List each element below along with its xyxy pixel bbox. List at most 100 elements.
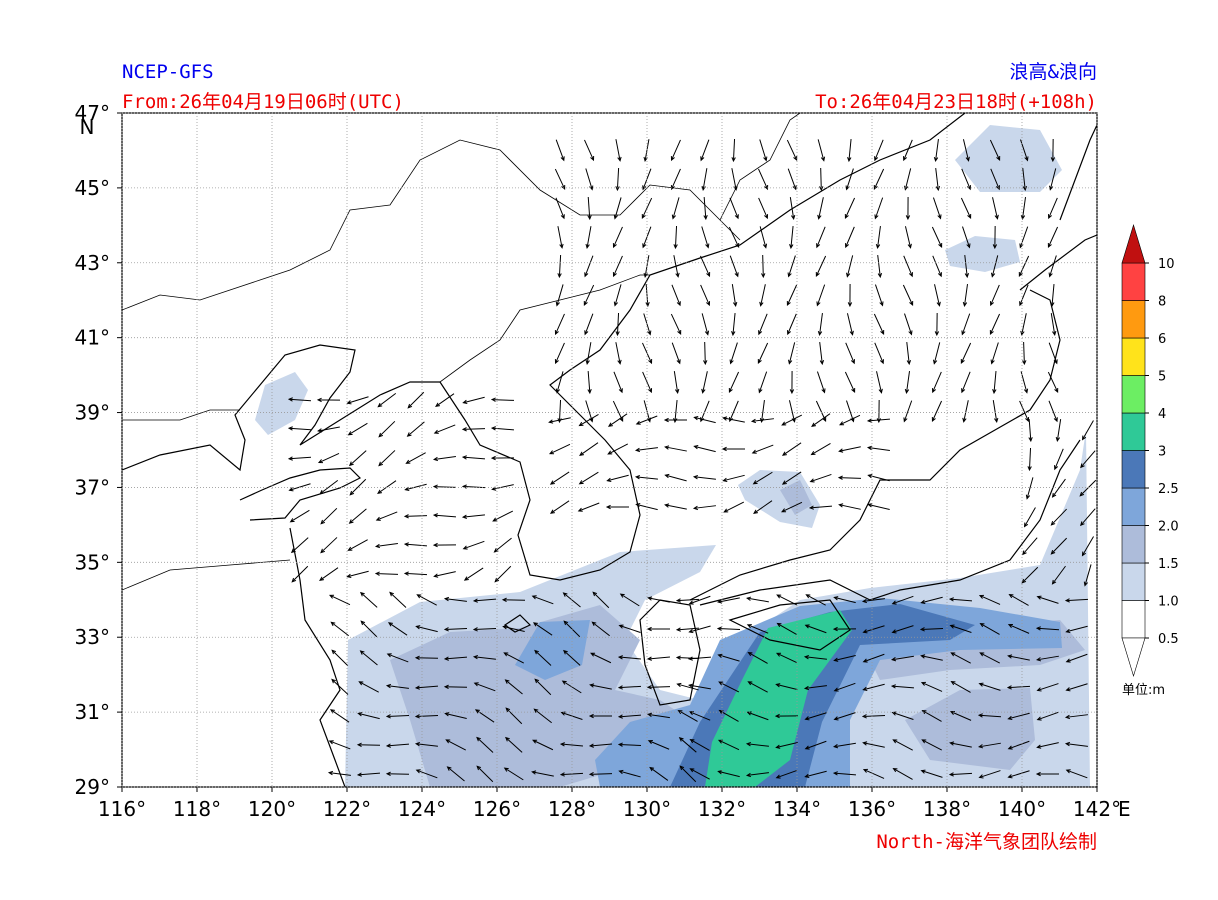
direction-arrow	[557, 399, 562, 424]
direction-arrow	[759, 400, 765, 424]
direction-arrow	[746, 596, 769, 603]
direction-arrow	[962, 139, 970, 162]
direction-arrow	[979, 652, 1000, 664]
direction-arrow	[873, 313, 885, 336]
direction-arrow	[990, 342, 999, 365]
direction-arrow	[1050, 313, 1057, 336]
colorbar-label: 8	[1158, 295, 1166, 310]
direction-arrow	[490, 397, 515, 402]
direction-arrow	[643, 139, 650, 162]
direction-arrow	[1051, 565, 1066, 585]
direction-arrow	[758, 197, 769, 220]
direction-arrow	[472, 627, 497, 632]
direction-arrow	[948, 772, 973, 777]
direction-arrow	[503, 652, 524, 664]
direction-arrow	[588, 743, 613, 748]
direction-arrow	[588, 772, 613, 777]
start-time: From:26年04月19日06时(UTC)	[122, 91, 404, 113]
wave-height-contour	[955, 125, 1062, 192]
direction-arrow	[331, 678, 349, 695]
direction-arrow	[404, 483, 427, 492]
direction-arrow	[1081, 536, 1094, 557]
wave-height-contour	[945, 236, 1020, 272]
direction-arrow	[444, 712, 467, 720]
direction-arrow	[774, 713, 799, 719]
direction-arrow	[385, 683, 409, 689]
direction-arrow	[641, 197, 653, 220]
direction-arrow	[933, 139, 939, 163]
direction-arrow	[931, 226, 943, 249]
direction-arrow	[815, 255, 827, 278]
direction-arrow	[443, 627, 468, 632]
direction-arrow	[677, 709, 698, 722]
direction-arrow	[348, 450, 367, 467]
direction-arrow	[1064, 714, 1088, 720]
direction-arrow	[700, 284, 711, 307]
direction-arrow	[358, 681, 379, 693]
direction-arrow	[289, 509, 310, 523]
direction-arrow	[287, 426, 312, 431]
direction-arrow	[548, 443, 571, 455]
direction-arrow	[554, 342, 565, 365]
direction-arrow	[443, 656, 468, 661]
direction-arrow	[1019, 226, 1029, 249]
direction-arrow	[618, 769, 641, 778]
direction-arrow	[979, 622, 1000, 635]
direction-arrow	[803, 685, 827, 691]
direction-arrow	[1064, 741, 1088, 747]
direction-arrow	[1050, 537, 1068, 555]
direction-arrow	[745, 741, 769, 747]
direction-arrow	[948, 597, 973, 602]
direction-arrow	[378, 450, 396, 467]
direction-arrow	[867, 473, 890, 482]
colorbar-label: 3	[1158, 445, 1166, 460]
direction-arrow	[461, 484, 486, 489]
direction-arrow	[675, 627, 700, 632]
direction-arrow	[819, 167, 824, 192]
direction-arrow	[406, 421, 425, 437]
direction-arrow	[701, 313, 710, 336]
direction-arrow	[688, 595, 711, 605]
direction-arrow	[992, 225, 998, 250]
direction-arrow	[950, 652, 971, 664]
direction-arrow	[584, 255, 594, 278]
direction-arrow	[643, 255, 650, 278]
direction-arrow	[753, 500, 773, 514]
direction-arrow	[532, 739, 554, 751]
direction-arrow	[809, 473, 832, 483]
direction-arrow	[781, 414, 803, 426]
direction-arrow	[606, 474, 629, 483]
direction-arrow	[587, 370, 592, 395]
direction-arrow	[287, 397, 312, 402]
direction-arrow	[832, 742, 856, 749]
direction-arrow	[615, 342, 622, 365]
direction-arrow	[1020, 313, 1027, 336]
direction-arrow	[554, 313, 565, 336]
direction-arrow	[617, 714, 642, 719]
borders	[122, 113, 801, 591]
direction-arrow	[729, 255, 739, 278]
direction-arrow	[585, 342, 592, 365]
direction-arrow	[330, 621, 350, 637]
direction-arrow	[819, 342, 825, 366]
direction-arrow	[435, 393, 455, 407]
direction-arrow	[961, 371, 971, 394]
direction-arrow	[584, 139, 595, 162]
direction-arrow	[775, 683, 798, 691]
direction-arrow	[472, 654, 496, 660]
direction-arrow	[731, 284, 738, 308]
direction-arrow	[416, 594, 437, 606]
direction-arrow	[776, 622, 797, 635]
direction-arrow	[978, 742, 1001, 749]
x-tick-label: 136°	[848, 797, 896, 821]
direction-arrow	[534, 678, 552, 696]
direction-arrow	[414, 714, 439, 719]
direction-arrow	[701, 168, 708, 191]
direction-arrow	[587, 196, 592, 221]
direction-arrow	[1080, 450, 1096, 469]
direction-arrow	[670, 139, 681, 162]
direction-arrow	[290, 537, 309, 554]
direction-arrow	[904, 313, 913, 336]
direction-arrow	[531, 595, 554, 605]
direction-arrow	[862, 741, 885, 748]
